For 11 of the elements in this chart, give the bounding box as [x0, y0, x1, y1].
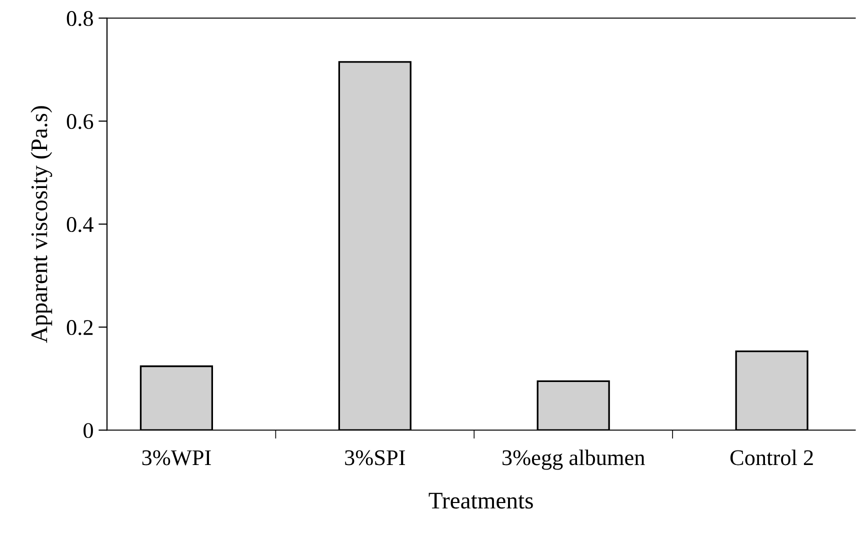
- x-tick-label: 3%egg albumen: [502, 450, 645, 470]
- y-tick-label: 0.8: [66, 11, 93, 26]
- x-axis-title: Treatments: [428, 492, 533, 509]
- x-tick-label: 3%SPI: [345, 450, 405, 466]
- x-tick-label: Control 2: [730, 450, 813, 466]
- y-axis-title: Apparent viscosity (Pa.s): [30, 106, 52, 343]
- y-tick-label: 0: [84, 423, 93, 438]
- y-tick-label: 0.6: [66, 114, 94, 130]
- x-tick-label: 3%WPI: [142, 450, 211, 466]
- y-tick-label: 0.4: [66, 217, 94, 232]
- y-tick-label: 0.2: [66, 320, 93, 336]
